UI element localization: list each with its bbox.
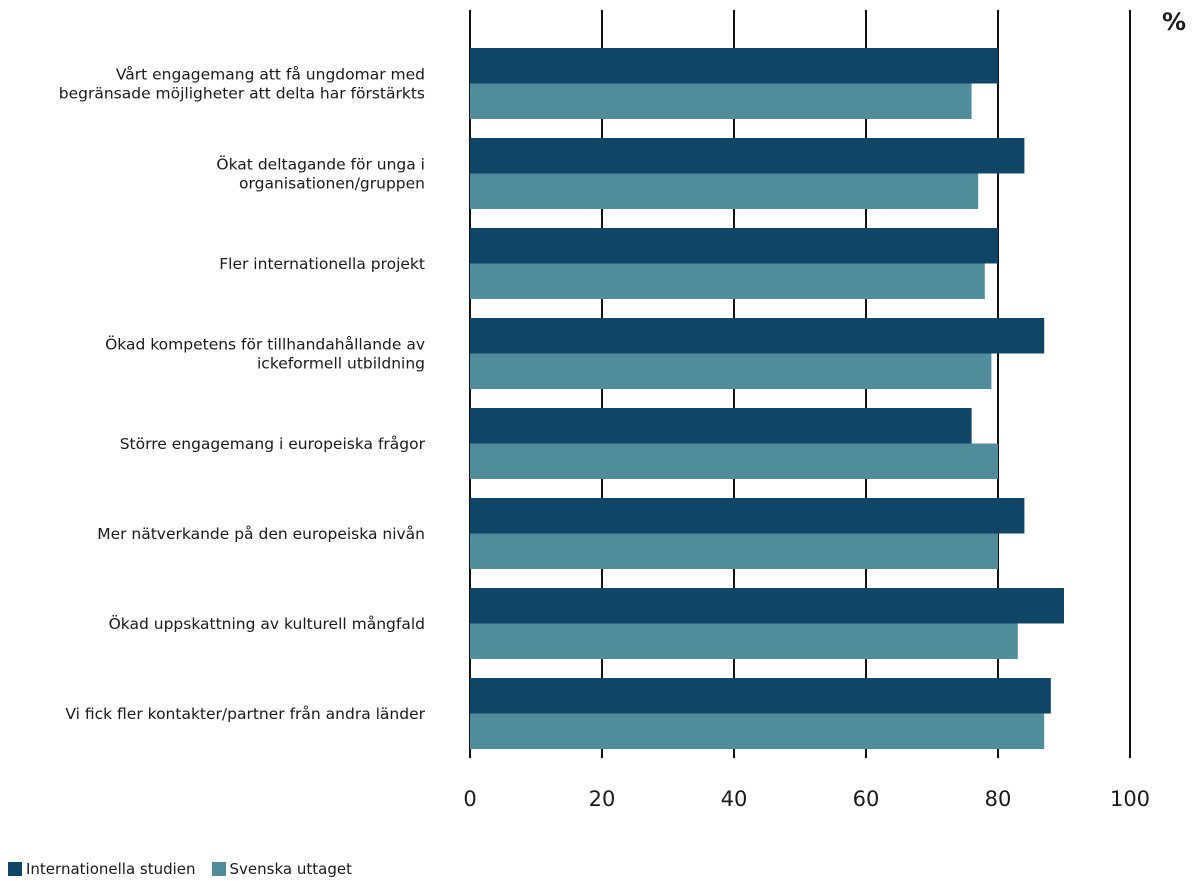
category-label: Ökad kompetens för tillhandahållande av i… (105, 335, 425, 373)
category-label: Ökad uppskattning av kulturell mångfald (109, 614, 425, 633)
bar-chart: Vårt engagemang att få ungdomar med begrä… (59, 8, 1186, 811)
x-tick-label: 20 (589, 787, 616, 811)
category-label: Fler internationella projekt (219, 255, 425, 273)
x-tick-label: 60 (853, 787, 880, 811)
bar-svenska-2 (470, 173, 979, 209)
bar-svenska-3 (470, 263, 985, 299)
bar-internationella-2 (470, 138, 1025, 174)
bar-internationella-3 (470, 228, 998, 264)
category-label: Mer nätverkande på den europeiska nivån (97, 525, 425, 543)
bar-internationella-8 (470, 678, 1051, 714)
bars (470, 48, 1064, 749)
bar-internationella-4 (470, 318, 1045, 354)
legend: Internationella studien Svenska uttaget (8, 860, 368, 878)
legend-label: Svenska uttaget (229, 860, 352, 878)
unit-label: % (1162, 8, 1186, 36)
bar-internationella-7 (470, 588, 1064, 624)
category-labels: Vårt engagemang att få ungdomar med begrä… (59, 66, 426, 724)
x-tick-label: 100 (1110, 787, 1150, 811)
bar-svenska-7 (470, 623, 1018, 659)
bar-svenska-4 (470, 353, 992, 389)
x-tick-label: 0 (463, 787, 476, 811)
bar-internationella-6 (470, 498, 1025, 534)
legend-label: Internationella studien (26, 860, 196, 878)
bar-internationella-5 (470, 408, 972, 444)
legend-item-series-1: Internationella studien (8, 860, 196, 878)
bar-svenska-8 (470, 713, 1045, 749)
category-label: Vi fick fler kontakter/partner från andr… (65, 705, 425, 723)
x-tick-labels: 0 20 40 60 80 100 (463, 787, 1150, 811)
x-tick-label: 40 (721, 787, 748, 811)
category-label: Vårt engagemang att få ungdomar med begrä… (59, 66, 425, 103)
category-label: Större engagemang i europeiska frågor (120, 435, 426, 453)
bar-svenska-6 (470, 533, 998, 569)
bar-svenska-5 (470, 443, 998, 479)
legend-swatch (8, 862, 22, 876)
x-tick-label: 80 (985, 787, 1012, 811)
bar-svenska-1 (470, 83, 972, 119)
bar-internationella-1 (470, 48, 998, 84)
legend-item-series-2: Svenska uttaget (211, 860, 352, 878)
category-label: Ökat deltagande för unga i organisationen… (216, 155, 425, 193)
legend-swatch (211, 862, 226, 876)
